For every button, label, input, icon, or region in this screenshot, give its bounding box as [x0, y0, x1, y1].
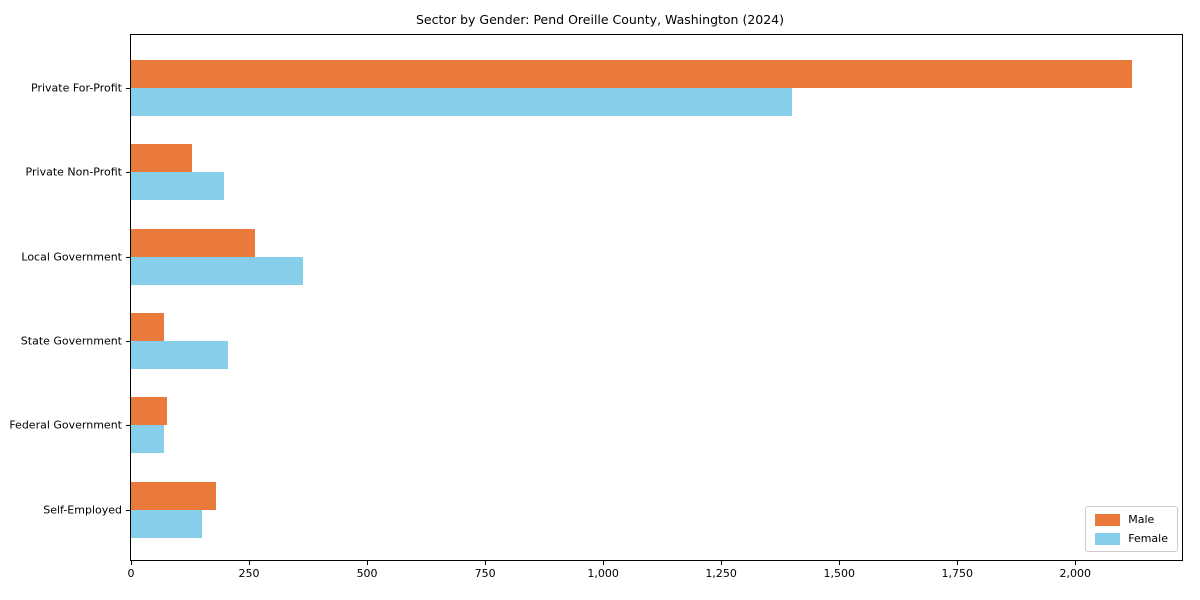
x-tick: [721, 561, 723, 565]
x-tick-label: 1,250: [705, 567, 737, 580]
legend-row-female: Female: [1095, 532, 1168, 545]
y-tick-label-private-for-profit: Private For-Profit: [31, 81, 122, 95]
x-tick: [957, 561, 959, 565]
bar-female-state-government: [131, 340, 229, 369]
bar-female-self-employed: [131, 509, 203, 538]
legend-row-male: Male: [1095, 513, 1168, 526]
y-tick-label-federal-government: Federal Government: [9, 418, 122, 432]
y-tick-label-local-government: Local Government: [21, 250, 122, 264]
y-tick: [126, 88, 130, 89]
x-tick: [603, 561, 605, 565]
bar-female-federal-government: [131, 425, 165, 454]
bar-male-federal-government: [131, 397, 168, 426]
y-tick: [126, 256, 130, 258]
legend-swatch-female: [1095, 532, 1121, 545]
y-tick-label-self-employed: Self-Employed: [43, 503, 122, 517]
bar-male-state-government: [131, 312, 164, 341]
bar-female-private-for-profit: [131, 88, 792, 116]
x-tick-label: 1,000: [587, 567, 619, 580]
bar-female-private-non-profit: [131, 172, 224, 201]
x-tick-label: 1,750: [941, 567, 974, 580]
bar-male-private-for-profit: [131, 60, 1132, 88]
x-tick: [485, 561, 487, 565]
legend-label-female: Female: [1128, 532, 1168, 545]
x-tick: [839, 561, 841, 565]
bar-male-local-government: [131, 228, 256, 257]
y-tick: [126, 425, 130, 427]
x-tick-label: 2,000: [1059, 567, 1092, 580]
x-tick: [367, 561, 369, 565]
x-tick-label: 750: [474, 567, 496, 580]
y-tick: [126, 509, 130, 511]
x-tick: [249, 561, 251, 565]
y-tick-label-state-government: State Government: [20, 334, 122, 348]
y-tick: [126, 172, 130, 174]
x-tick-label: 500: [356, 567, 378, 580]
bar-male-self-employed: [131, 481, 217, 510]
legend: Male Female: [1085, 506, 1178, 552]
x-tick-label: 0: [127, 567, 135, 580]
legend-label-male: Male: [1128, 513, 1155, 526]
plot-area: Male Female: [130, 34, 1183, 561]
legend-swatch-male: [1095, 513, 1121, 526]
x-tick: [1075, 561, 1077, 565]
y-tick-label-private-non-profit: Private Non-Profit: [25, 165, 122, 179]
x-tick-label: 250: [238, 567, 260, 580]
chart-title: Sector by Gender: Pend Oreille County, W…: [415, 12, 785, 27]
y-tick: [126, 340, 130, 342]
x-tick: [131, 561, 132, 565]
x-tick-label: 1,500: [823, 567, 855, 580]
bar-female-local-government: [131, 256, 303, 285]
bar-male-private-non-profit: [131, 144, 193, 173]
